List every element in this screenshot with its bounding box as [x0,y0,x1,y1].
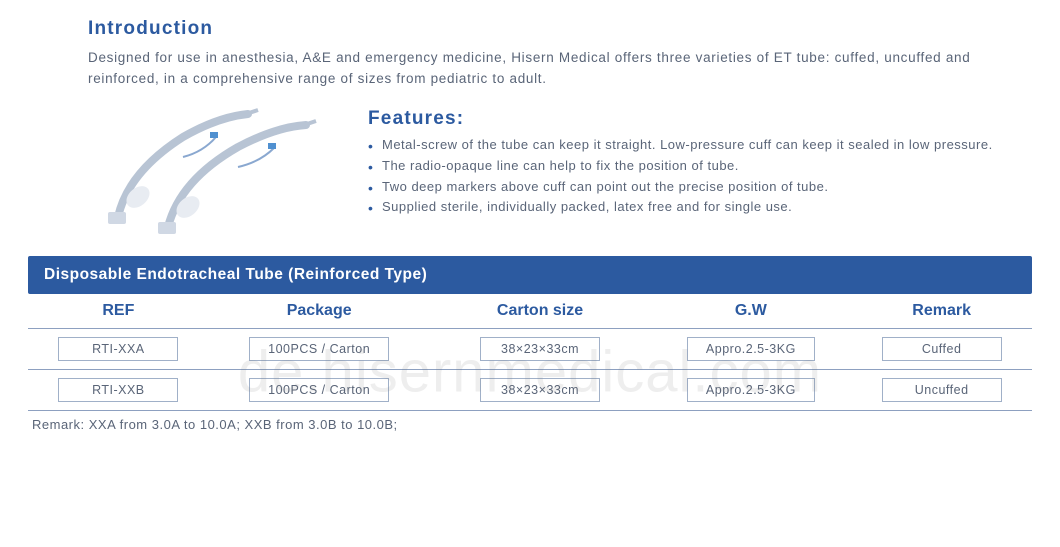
column-carton: Carton size [430,302,651,320]
features-title: Features: [368,108,1032,130]
feature-item: The radio-opaque line can help to fix th… [368,157,1032,176]
product-image [28,102,368,242]
table-footnote: Remark: XXA from 3.0A to 10.0A; XXB from… [28,417,1032,432]
features-list: Metal-screw of the tube can keep it stra… [368,136,1032,217]
feature-item: Metal-screw of the tube can keep it stra… [368,136,1032,155]
table-row: RTI-XXA 100PCS / Carton 38×23×33cm Appro… [28,329,1032,370]
table-title: Disposable Endotracheal Tube (Reinforced… [28,256,1032,294]
feature-item: Supplied sterile, individually packed, l… [368,198,1032,217]
cell-remark: Cuffed [882,337,1002,361]
column-package: Package [209,302,430,320]
table-row: RTI-XXB 100PCS / Carton 38×23×33cm Appro… [28,370,1032,411]
cell-ref: RTI-XXA [58,337,178,361]
cell-gw: Appro.2.5-3KG [687,378,815,402]
cell-package: 100PCS / Carton [249,378,389,402]
cell-gw: Appro.2.5-3KG [687,337,815,361]
intro-text: Designed for use in anesthesia, A&E and … [28,48,1032,90]
cell-carton: 38×23×33cm [480,378,600,402]
feature-item: Two deep markers above cuff can point ou… [368,178,1032,197]
cell-remark: Uncuffed [882,378,1002,402]
column-ref: REF [28,302,209,320]
cell-carton: 38×23×33cm [480,337,600,361]
cell-package: 100PCS / Carton [249,337,389,361]
cell-ref: RTI-XXB [58,378,178,402]
column-remark: Remark [851,302,1032,320]
table-header-row: REF Package Carton size G.W Remark [28,294,1032,329]
intro-title: Introduction [28,18,1032,40]
spec-table: Disposable Endotracheal Tube (Reinforced… [28,256,1032,432]
column-gw: G.W [650,302,851,320]
